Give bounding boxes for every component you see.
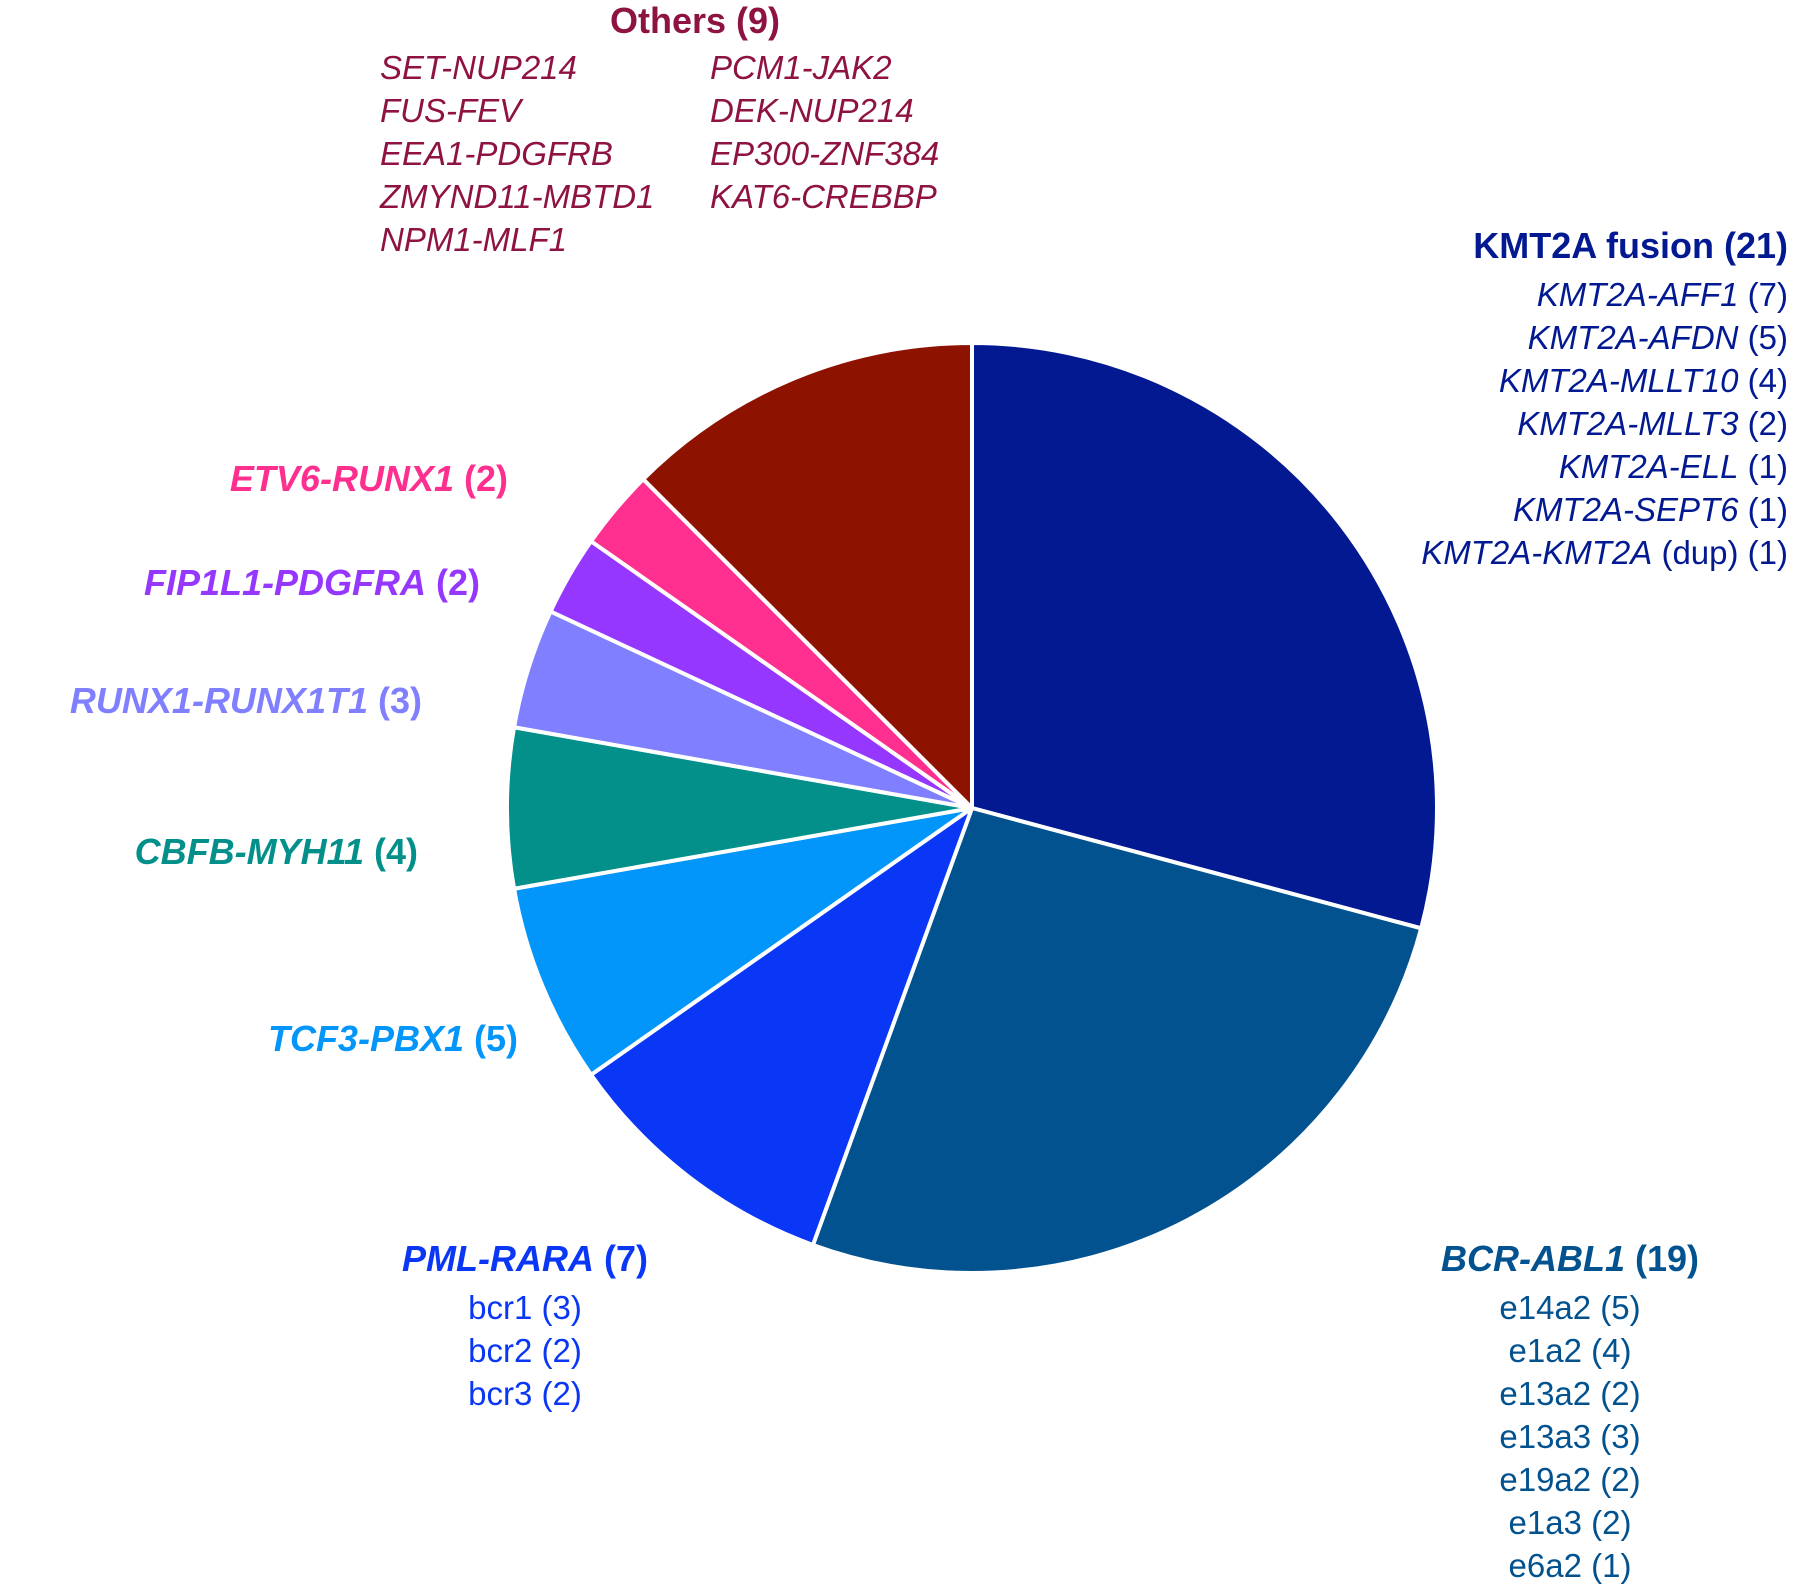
kmt2a-breakdown-name: KMT2A-KMT2A	[1421, 534, 1653, 571]
kmt2a-label: KMT2A fusion (21)	[1473, 225, 1788, 267]
bcr-abl1-breakdown-item: e14a2 (5)	[1499, 1289, 1641, 1326]
bcr-abl1-label: BCR-ABL1 (19)	[1360, 1238, 1780, 1280]
cbfb-myh11-count: (4)	[374, 831, 418, 872]
pml-rara-breakdown-item: bcr1 (3)	[468, 1289, 582, 1326]
pml-rara-label: PML-RARA (7)	[345, 1238, 705, 1280]
others-item: EP300-ZNF384	[710, 135, 940, 172]
bcr-abl1-breakdown-item: e1a3 (2)	[1508, 1504, 1632, 1541]
kmt2a-breakdown-name: KMT2A-AFF1	[1536, 276, 1739, 313]
pml-rara-breakdown: bcr1 (3) bcr2 (2) bcr3 (2)	[345, 1286, 705, 1415]
kmt2a-breakdown-count: (1)	[1738, 491, 1788, 528]
kmt2a-breakdown-name: KMT2A-ELL	[1558, 448, 1739, 485]
etv6-runx1-count: (2)	[464, 458, 508, 499]
pml-rara-count: (7)	[604, 1238, 648, 1279]
bcr-abl1-count: (19)	[1634, 1238, 1700, 1279]
pml-rara-title: PML-RARA	[402, 1238, 594, 1279]
others-item: ZMYND11-MBTD1	[380, 178, 655, 215]
others-item: NPM1-MLF1	[380, 221, 568, 258]
bcr-abl1-breakdown-item: e1a2 (4)	[1508, 1332, 1632, 1369]
kmt2a-breakdown-item: KMT2A-SEPT6 (1)	[1421, 488, 1788, 531]
runx1-runx1t1-title: RUNX1-RUNX1T1	[69, 680, 368, 721]
kmt2a-breakdown-count: (4)	[1738, 362, 1788, 399]
kmt2a-count: (21)	[1723, 225, 1788, 266]
others-item: KAT6-CREBBP	[710, 178, 937, 215]
others-title: Others	[609, 0, 727, 41]
bcr-abl1-breakdown-item: e13a3 (3)	[1499, 1418, 1641, 1455]
cbfb-myh11-label: CBFB-MYH11 (4)	[135, 831, 418, 873]
others-label: Others (9)	[520, 0, 870, 42]
others-item: SET-NUP214	[380, 49, 577, 86]
fip1l1-pdgfra-title: FIP1L1-PDGFRA	[143, 562, 426, 603]
kmt2a-breakdown-item: KMT2A-MLLT10 (4)	[1421, 359, 1788, 402]
pie-slice-kmt2a	[970, 341, 1439, 931]
pie-slice-bcr	[810, 806, 1424, 1276]
kmt2a-breakdown-name: KMT2A-MLLT3	[1517, 405, 1739, 442]
kmt2a-breakdown-item: KMT2A-AFF1 (7)	[1421, 273, 1788, 316]
tcf3-pbx1-title: TCF3-PBX1	[267, 1018, 464, 1059]
kmt2a-title: KMT2A fusion	[1473, 225, 1714, 266]
etv6-runx1-title: ETV6-RUNX1	[229, 458, 454, 499]
bcr-abl1-breakdown-item: e6a2 (1)	[1508, 1547, 1632, 1584]
pml-rara-breakdown-item: bcr2 (2)	[468, 1332, 582, 1369]
kmt2a-breakdown-count: (1)	[1738, 448, 1788, 485]
pie-slices	[504, 341, 1439, 1276]
kmt2a-breakdown-item: KMT2A-AFDN (5)	[1421, 316, 1788, 359]
bcr-abl1-breakdown: e14a2 (5) e1a2 (4) e13a2 (2) e13a3 (3) e19a2…	[1360, 1286, 1780, 1587]
tcf3-pbx1-label: TCF3-PBX1 (5)	[268, 1018, 518, 1060]
runx1-runx1t1-label: RUNX1-RUNX1T1 (3)	[70, 680, 422, 722]
kmt2a-breakdown-item: KMT2A-KMT2A (dup) (1)	[1421, 531, 1788, 574]
kmt2a-breakdown: KMT2A-AFF1 (7) KMT2A-AFDN (5) KMT2A-MLLT10…	[1421, 273, 1788, 574]
others-list-left: SET-NUP214 FUS-FEV EEA1-PDGFRB ZMYND11-MBTD…	[380, 46, 654, 261]
kmt2a-breakdown-name: KMT2A-SEPT6	[1512, 491, 1739, 528]
kmt2a-breakdown-name: KMT2A-AFDN	[1527, 319, 1739, 356]
runx1-runx1t1-count: (3)	[378, 680, 422, 721]
pie-slice-others	[641, 341, 974, 810]
kmt2a-breakdown-count: (5)	[1738, 319, 1788, 356]
pml-rara-breakdown-item: bcr3 (2)	[468, 1375, 582, 1412]
others-list-right: PCM1-JAK2 DEK-NUP214 EP300-ZNF384 KAT6-CREB…	[710, 46, 939, 218]
etv6-runx1-label: ETV6-RUNX1 (2)	[230, 458, 508, 500]
pie-slice-pml	[589, 806, 974, 1247]
others-count: (9)	[736, 0, 781, 41]
fip1l1-pdgfra-label: FIP1L1-PDGFRA (2)	[144, 562, 480, 604]
kmt2a-breakdown-name: KMT2A-MLLT10	[1498, 362, 1739, 399]
others-item: FUS-FEV	[380, 92, 522, 129]
others-item: PCM1-JAK2	[710, 49, 892, 86]
kmt2a-breakdown-count: (2)	[1738, 405, 1788, 442]
pie-slice-cbfb	[504, 725, 974, 891]
others-item: DEK-NUP214	[710, 92, 914, 129]
fip1l1-pdgfra-count: (2)	[436, 562, 480, 603]
pie-slice-tcf3	[512, 806, 974, 1077]
bcr-abl1-title: BCR-ABL1	[1440, 1238, 1625, 1279]
bcr-abl1-breakdown-item: e13a2 (2)	[1499, 1375, 1641, 1412]
bcr-abl1-breakdown-item: e19a2 (2)	[1499, 1461, 1641, 1498]
kmt2a-breakdown-item: KMT2A-MLLT3 (2)	[1421, 402, 1788, 445]
cbfb-myh11-title: CBFB-MYH11	[134, 831, 364, 872]
others-item: EEA1-PDGFRB	[380, 135, 613, 172]
kmt2a-breakdown-count: (dup) (1)	[1652, 534, 1788, 571]
kmt2a-breakdown-item: KMT2A-ELL (1)	[1421, 445, 1788, 488]
kmt2a-breakdown-count: (7)	[1738, 276, 1788, 313]
tcf3-pbx1-count: (5)	[474, 1018, 518, 1059]
